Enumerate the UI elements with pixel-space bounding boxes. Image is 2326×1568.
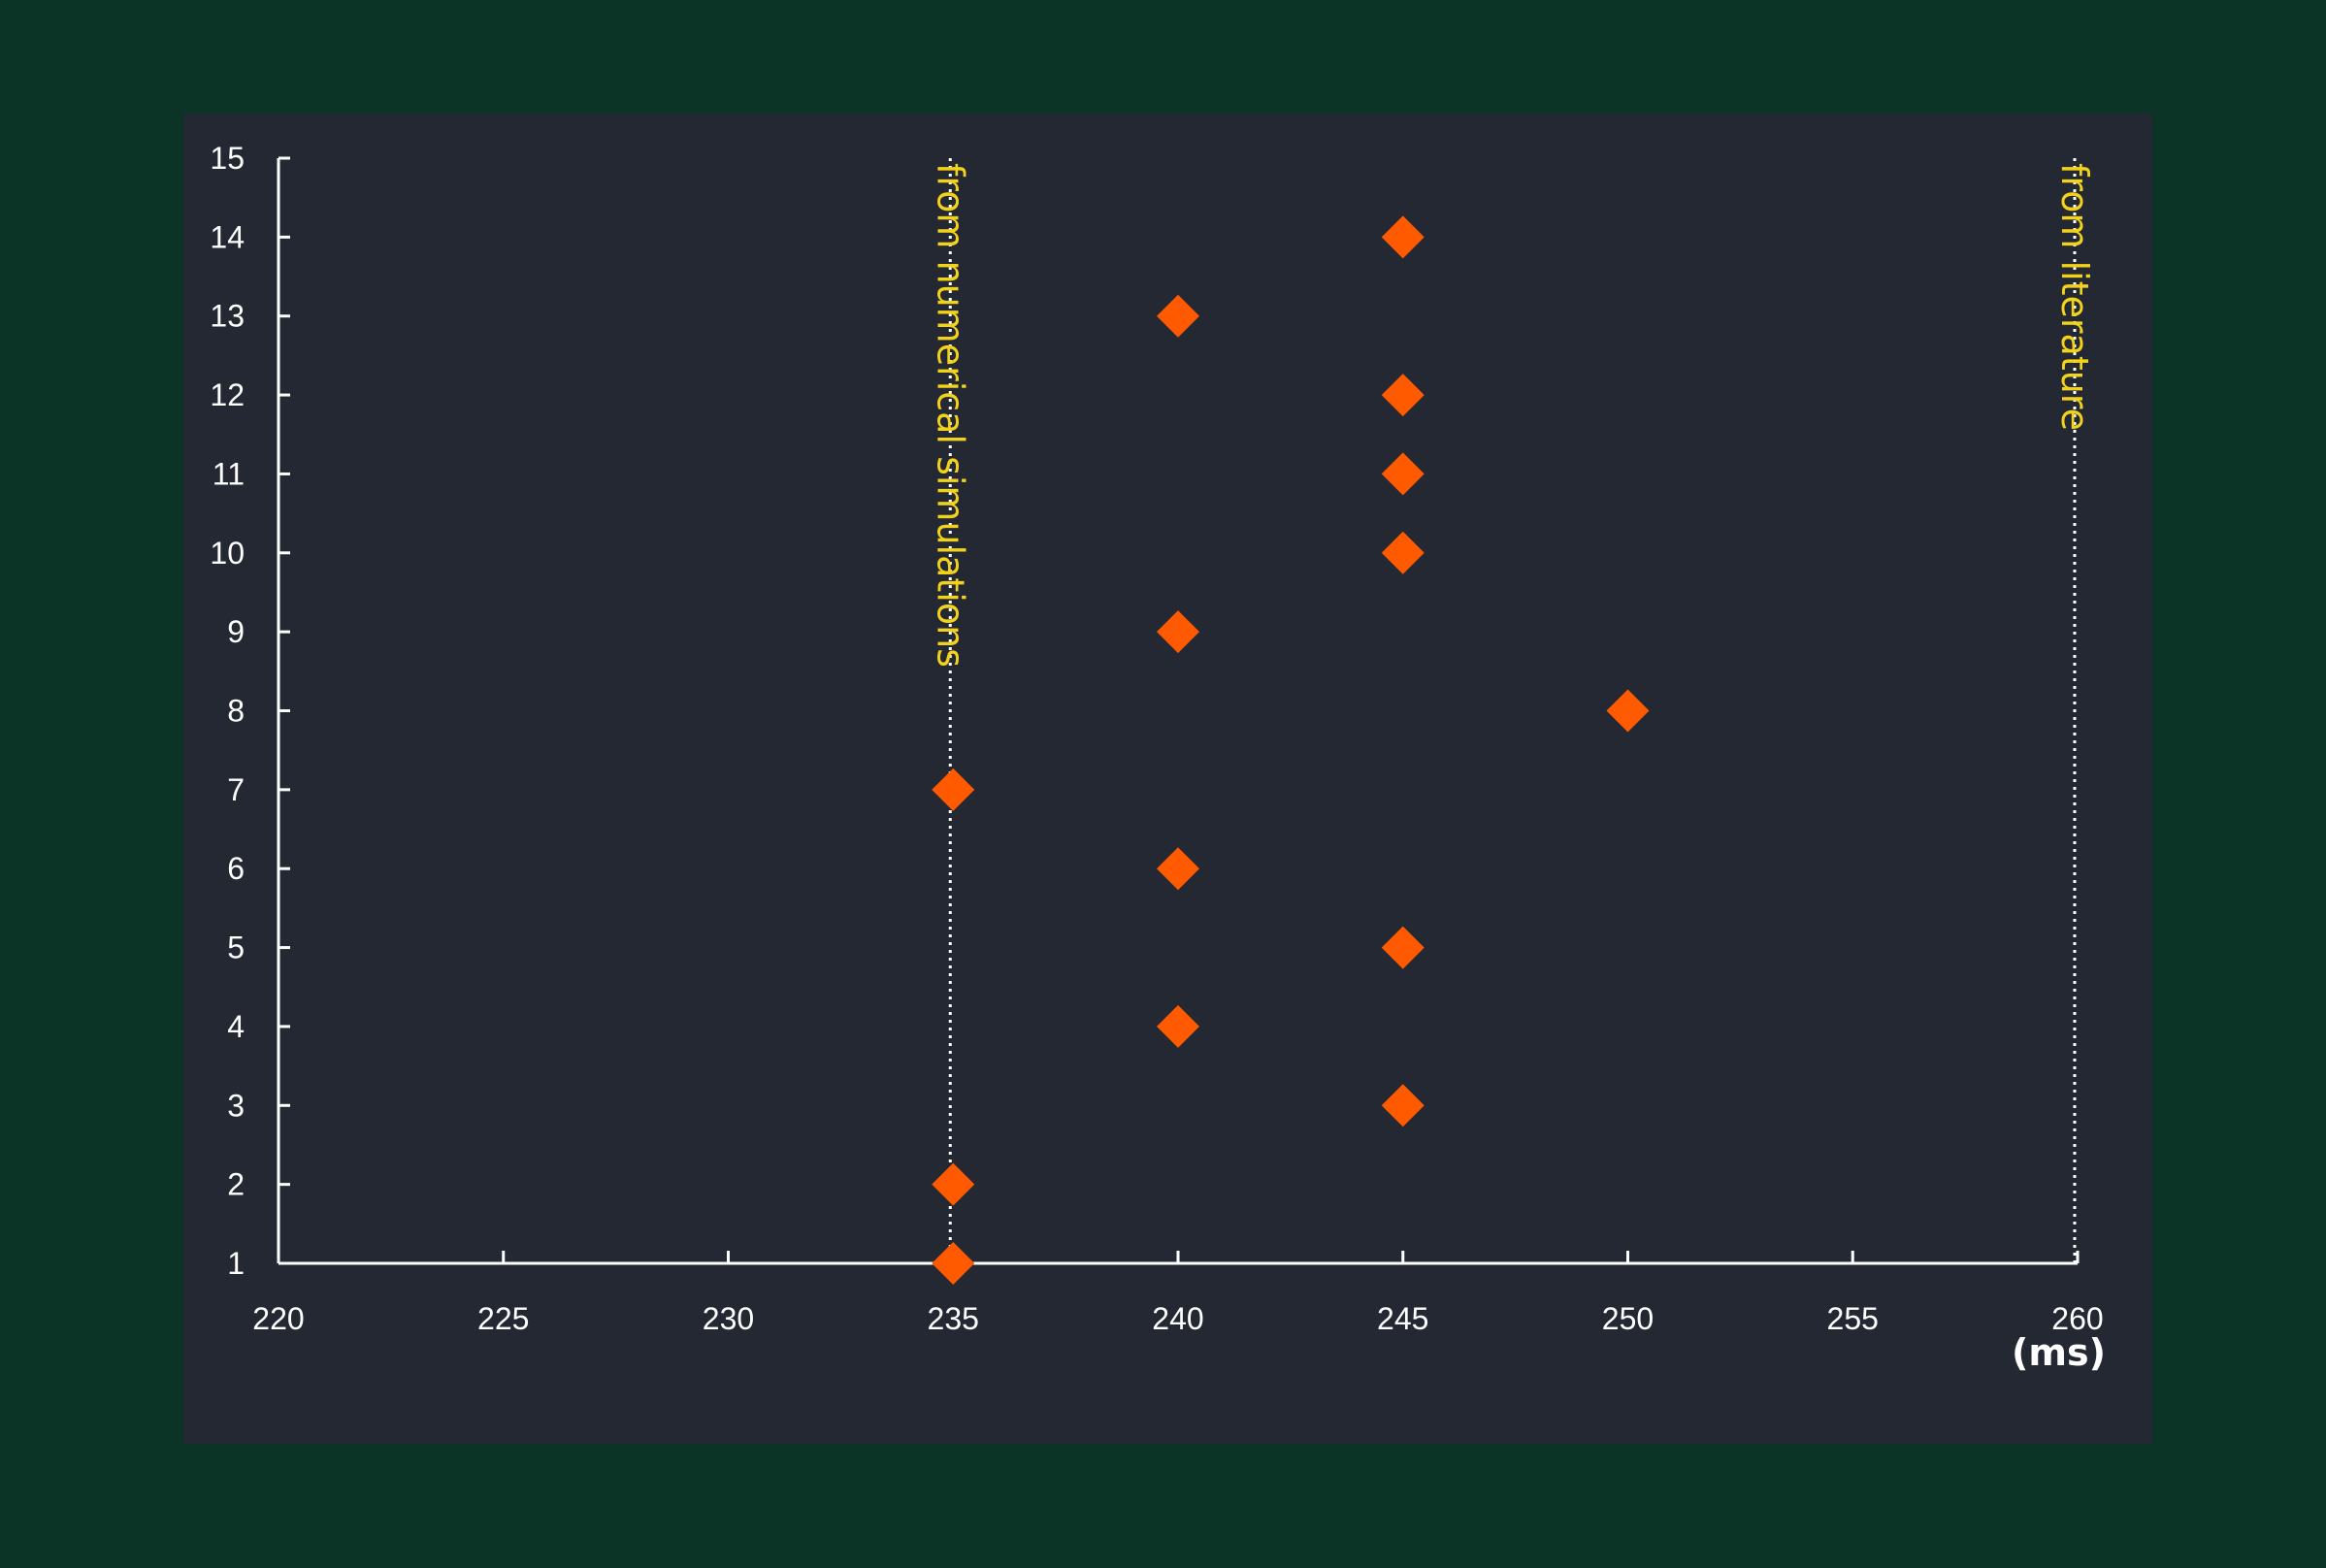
data-point-0-3 xyxy=(1157,1004,1199,1048)
y-tick-label-11: 12 xyxy=(210,377,245,412)
data-point-0-0 xyxy=(932,1242,975,1285)
x-tick-label-5: 245 xyxy=(1377,1301,1428,1336)
y-tick-label-8: 9 xyxy=(227,614,245,649)
x-tick-label-1: 225 xyxy=(477,1301,529,1336)
y-tick-label-6: 7 xyxy=(227,772,245,807)
y-tick-label-9: 10 xyxy=(210,536,245,571)
data-point-0-9 xyxy=(1381,531,1425,574)
data-point-0-1 xyxy=(932,1162,975,1206)
x-tick-label-6: 250 xyxy=(1602,1301,1654,1336)
x-tick-label-7: 255 xyxy=(1827,1301,1879,1336)
x-tick-label-0: 220 xyxy=(252,1301,304,1336)
y-tick-label-2: 3 xyxy=(227,1088,245,1123)
x-tick-label-2: 230 xyxy=(703,1301,754,1336)
data-point-0-6 xyxy=(932,768,975,811)
y-tick-label-1: 2 xyxy=(227,1167,245,1202)
y-tick-label-0: 1 xyxy=(227,1246,245,1281)
y-tick-label-13: 14 xyxy=(210,219,245,254)
y-tick-label-4: 5 xyxy=(227,931,245,965)
data-point-0-11 xyxy=(1381,374,1425,417)
y-tick-label-10: 11 xyxy=(213,456,245,491)
x-tick-label-8: 260 xyxy=(2051,1301,2103,1336)
data-point-0-5 xyxy=(1157,847,1199,891)
data-point-0-8 xyxy=(1157,610,1199,654)
data-point-0-2 xyxy=(1381,1084,1425,1127)
x-axis-unit-label: (ms) xyxy=(2012,1331,2106,1374)
data-point-0-12 xyxy=(1157,294,1199,338)
y-tick-label-12: 13 xyxy=(210,299,245,334)
data-markers xyxy=(932,215,1650,1285)
y-tick-label-5: 6 xyxy=(227,851,245,886)
x-tick-label-3: 235 xyxy=(928,1301,979,1336)
data-point-0-13 xyxy=(1381,215,1425,259)
reference-label-0: from numerical simulations xyxy=(929,163,971,668)
y-tick-label-7: 8 xyxy=(227,694,245,729)
reference-lines: from numerical simulations from literatur… xyxy=(929,158,2096,1263)
y-tick-label-3: 4 xyxy=(227,1009,245,1044)
chart-panel xyxy=(183,114,2152,1444)
axis-labels: 220 225 230 235 240 245 250 255 2601234567891011… xyxy=(210,141,2103,1336)
data-point-0-4 xyxy=(1381,926,1425,969)
data-point-0-10 xyxy=(1381,452,1425,496)
data-point-0-7 xyxy=(1606,689,1650,733)
y-tick-label-14: 15 xyxy=(210,141,245,176)
axes xyxy=(277,156,2080,1265)
x-tick-label-4: 240 xyxy=(1152,1301,1203,1336)
reference-label-1: from literature xyxy=(2053,163,2096,431)
